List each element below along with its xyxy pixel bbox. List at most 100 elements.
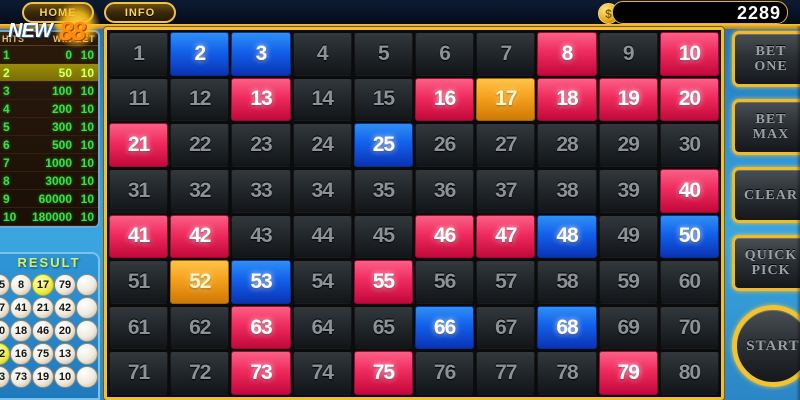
number-cell-30[interactable]: 30 bbox=[659, 123, 719, 167]
number-cell-47[interactable]: 47 bbox=[476, 214, 536, 259]
number-cell-49[interactable]: 49 bbox=[598, 214, 658, 259]
number-cell-3[interactable]: 3 bbox=[231, 32, 291, 76]
number-cell-22[interactable]: 22 bbox=[170, 123, 230, 167]
number-cell-48[interactable]: 48 bbox=[537, 214, 597, 259]
number-cell-46[interactable]: 46 bbox=[415, 214, 475, 259]
number-cell-11[interactable]: 11 bbox=[109, 77, 169, 122]
number-cell-77[interactable]: 77 bbox=[476, 351, 536, 395]
number-cell-35[interactable]: 35 bbox=[353, 168, 413, 213]
number-cell-76[interactable]: 76 bbox=[415, 351, 475, 395]
number-cell-24[interactable]: 24 bbox=[292, 123, 352, 167]
number-cell-13[interactable]: 13 bbox=[231, 77, 291, 122]
result-ball: 18 bbox=[10, 320, 32, 342]
quick-pick-button[interactable]: QUICK PICK bbox=[732, 235, 800, 291]
number-grid[interactable]: 1 2 3 4 5 6 7 8 9 10 11 12 13 14 15 16 17 18 19 20 21 22 23 24 2… bbox=[107, 30, 721, 397]
number-cell-34[interactable]: 34 bbox=[292, 168, 352, 213]
paytable-win: 100 bbox=[51, 83, 72, 98]
bet-one-button[interactable]: BET ONE bbox=[732, 31, 800, 87]
number-cell-61[interactable]: 61 bbox=[109, 305, 169, 350]
number-cell-44[interactable]: 44 bbox=[292, 214, 352, 259]
paytable-hits: 10 bbox=[3, 209, 17, 224]
number-cell-36[interactable]: 36 bbox=[415, 168, 475, 213]
number-cell-78[interactable]: 78 bbox=[537, 351, 597, 395]
number-cell-20[interactable]: 20 bbox=[659, 77, 719, 122]
number-cell-58[interactable]: 58 bbox=[537, 260, 597, 304]
number-cell-5[interactable]: 5 bbox=[353, 32, 413, 76]
number-cell-6[interactable]: 6 bbox=[415, 32, 475, 76]
number-cell-27[interactable]: 27 bbox=[476, 123, 536, 167]
number-cell-55[interactable]: 55 bbox=[353, 260, 413, 304]
number-cell-50[interactable]: 50 bbox=[659, 214, 719, 259]
paytable-hits: 6 bbox=[3, 137, 10, 152]
bet-max-label-1: BET bbox=[755, 112, 787, 127]
number-cell-18[interactable]: 18 bbox=[537, 77, 597, 122]
number-cell-16[interactable]: 16 bbox=[415, 77, 475, 122]
number-cell-41[interactable]: 41 bbox=[109, 214, 169, 259]
number-cell-32[interactable]: 32 bbox=[170, 168, 230, 213]
number-cell-65[interactable]: 65 bbox=[353, 305, 413, 350]
number-cell-9[interactable]: 9 bbox=[598, 32, 658, 76]
number-cell-37[interactable]: 37 bbox=[476, 168, 536, 213]
result-ball: 73 bbox=[10, 366, 32, 388]
number-cell-28[interactable]: 28 bbox=[537, 123, 597, 167]
number-cell-26[interactable]: 26 bbox=[415, 123, 475, 167]
number-cell-54[interactable]: 54 bbox=[292, 260, 352, 304]
number-cell-60[interactable]: 60 bbox=[659, 260, 719, 304]
number-cell-38[interactable]: 38 bbox=[537, 168, 597, 213]
number-cell-1[interactable]: 1 bbox=[109, 32, 169, 76]
start-button[interactable]: START bbox=[732, 305, 800, 387]
number-board[interactable]: 1 2 3 4 5 6 7 8 9 10 11 12 13 14 15 16 17 18 19 20 21 22 23 24 2… bbox=[104, 27, 724, 400]
number-cell-67[interactable]: 67 bbox=[476, 305, 536, 350]
paytable-header: HITS WIN BET bbox=[0, 32, 98, 46]
number-cell-29[interactable]: 29 bbox=[598, 123, 658, 167]
paytable-win: 1000 bbox=[45, 155, 72, 170]
number-cell-10[interactable]: 10 bbox=[659, 32, 719, 76]
bet-max-button[interactable]: BET MAX bbox=[732, 99, 800, 155]
number-cell-25[interactable]: 25 bbox=[353, 123, 413, 167]
number-cell-68[interactable]: 68 bbox=[537, 305, 597, 350]
number-cell-69[interactable]: 69 bbox=[598, 305, 658, 350]
number-cell-75[interactable]: 75 bbox=[353, 351, 413, 395]
number-cell-63[interactable]: 63 bbox=[231, 305, 291, 350]
number-cell-23[interactable]: 23 bbox=[231, 123, 291, 167]
home-button[interactable]: HOME bbox=[22, 2, 94, 23]
number-cell-40[interactable]: 40 bbox=[659, 168, 719, 213]
clear-button[interactable]: CLEAR bbox=[732, 167, 800, 223]
number-cell-7[interactable]: 7 bbox=[476, 32, 536, 76]
number-cell-52[interactable]: 52 bbox=[170, 260, 230, 304]
number-cell-15[interactable]: 15 bbox=[353, 77, 413, 122]
number-cell-14[interactable]: 14 bbox=[292, 77, 352, 122]
number-cell-8[interactable]: 8 bbox=[537, 32, 597, 76]
info-button[interactable]: INFO bbox=[104, 2, 176, 23]
paytable-bet: 10 bbox=[80, 191, 94, 206]
number-cell-74[interactable]: 74 bbox=[292, 351, 352, 395]
number-cell-79[interactable]: 79 bbox=[598, 351, 658, 395]
number-cell-45[interactable]: 45 bbox=[353, 214, 413, 259]
number-cell-17[interactable]: 17 bbox=[476, 77, 536, 122]
number-cell-12[interactable]: 12 bbox=[170, 77, 230, 122]
number-cell-43[interactable]: 43 bbox=[231, 214, 291, 259]
number-cell-19[interactable]: 19 bbox=[598, 77, 658, 122]
number-cell-70[interactable]: 70 bbox=[659, 305, 719, 350]
number-cell-21[interactable]: 21 bbox=[109, 123, 169, 167]
number-cell-71[interactable]: 71 bbox=[109, 351, 169, 395]
number-cell-42[interactable]: 42 bbox=[170, 214, 230, 259]
number-cell-57[interactable]: 57 bbox=[476, 260, 536, 304]
number-cell-56[interactable]: 56 bbox=[415, 260, 475, 304]
number-cell-53[interactable]: 53 bbox=[231, 260, 291, 304]
paytable-bet: 10 bbox=[80, 83, 94, 98]
number-cell-2[interactable]: 2 bbox=[170, 32, 230, 76]
number-cell-73[interactable]: 73 bbox=[231, 351, 291, 395]
number-cell-66[interactable]: 66 bbox=[415, 305, 475, 350]
number-cell-80[interactable]: 80 bbox=[659, 351, 719, 395]
number-cell-31[interactable]: 31 bbox=[109, 168, 169, 213]
number-cell-72[interactable]: 72 bbox=[170, 351, 230, 395]
number-cell-51[interactable]: 51 bbox=[109, 260, 169, 304]
number-cell-39[interactable]: 39 bbox=[598, 168, 658, 213]
number-cell-62[interactable]: 62 bbox=[170, 305, 230, 350]
result-ball: 19 bbox=[32, 366, 54, 388]
number-cell-33[interactable]: 33 bbox=[231, 168, 291, 213]
number-cell-59[interactable]: 59 bbox=[598, 260, 658, 304]
number-cell-4[interactable]: 4 bbox=[292, 32, 352, 76]
number-cell-64[interactable]: 64 bbox=[292, 305, 352, 350]
